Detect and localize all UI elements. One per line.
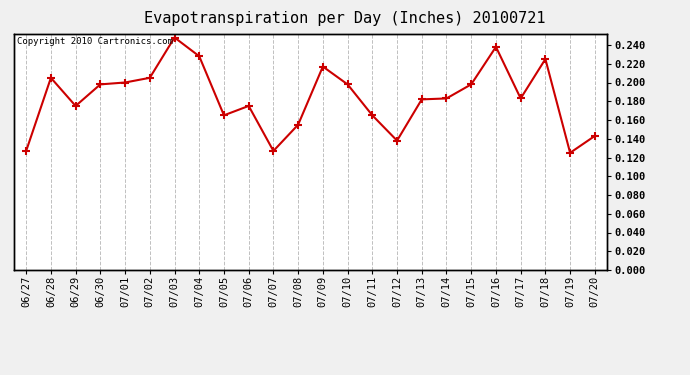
Text: Evapotranspiration per Day (Inches) 20100721: Evapotranspiration per Day (Inches) 2010… (144, 11, 546, 26)
Text: Copyright 2010 Cartronics.com: Copyright 2010 Cartronics.com (17, 37, 172, 46)
